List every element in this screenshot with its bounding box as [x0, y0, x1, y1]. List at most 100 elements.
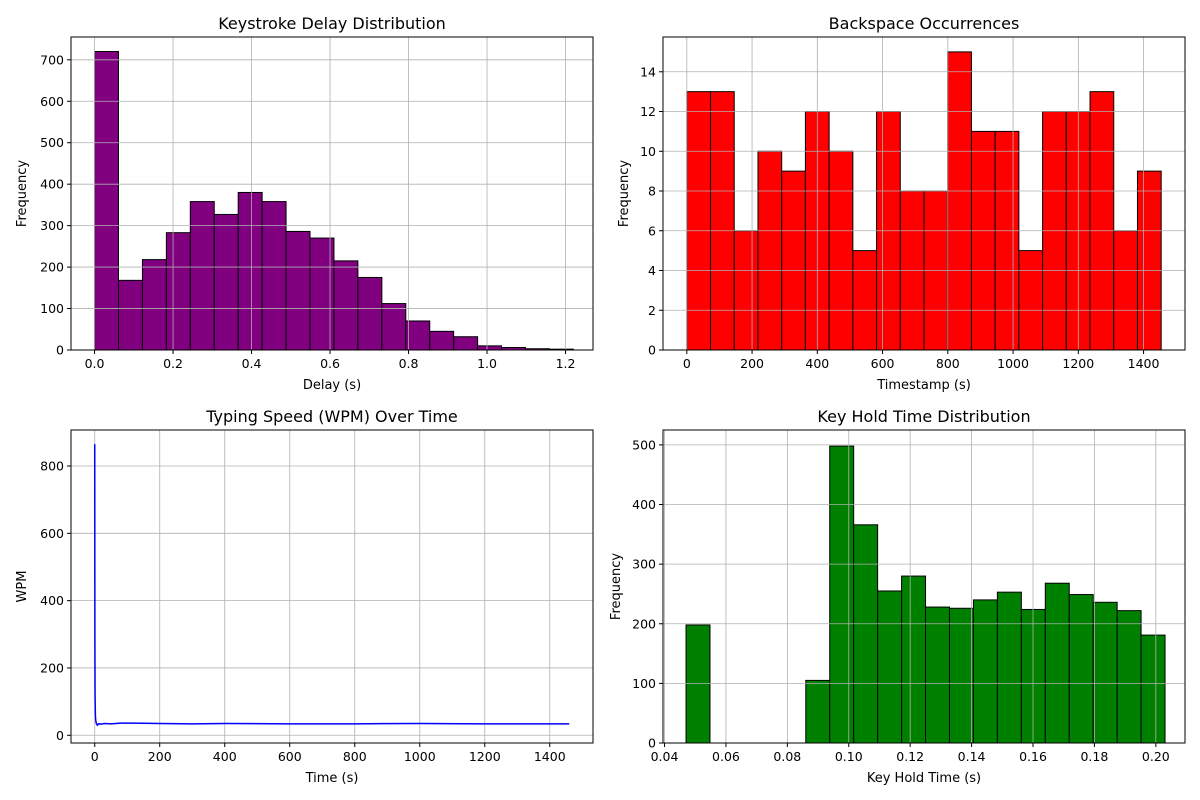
y-tick-label: 14	[640, 64, 656, 79]
x-tick-label: 0.12	[896, 749, 924, 764]
x-tick-label: 0.6	[320, 356, 340, 371]
x-tick-label: 0.20	[1142, 749, 1170, 764]
histogram-bar	[1068, 594, 1094, 744]
chart-title: Typing Speed (WPM) Over Time	[205, 407, 458, 426]
y-tick-label: 10	[640, 144, 656, 159]
y-tick-label: 0	[648, 343, 656, 358]
y-axis-label: Frequency	[609, 553, 624, 620]
y-tick-label: 2	[648, 303, 656, 318]
histogram-bar	[994, 130, 1020, 351]
x-tick-label: 1200	[1062, 356, 1094, 371]
x-tick-label: 0.8	[399, 356, 419, 371]
histogram-bar	[333, 260, 359, 351]
y-tick-label: 6	[648, 223, 656, 238]
histogram-bar	[877, 590, 903, 744]
histogram-bar	[686, 91, 712, 351]
x-tick-label: 0.0	[85, 356, 105, 371]
histogram-bar	[1136, 170, 1162, 351]
axes-frame	[70, 429, 594, 744]
histogram-bar	[948, 607, 974, 744]
y-tick-label: 600	[40, 526, 64, 541]
histogram-bar	[1044, 582, 1070, 744]
histogram-bar	[189, 201, 215, 351]
x-tick-label: 0.16	[1019, 749, 1047, 764]
histogram-bar	[1113, 230, 1138, 351]
histogram-bar	[947, 51, 972, 351]
histogram-bar	[405, 320, 431, 351]
histogram-bar	[853, 524, 879, 744]
x-tick-label: 400	[213, 749, 237, 764]
y-axis-label: Frequency	[617, 160, 632, 227]
keystroke-delay-chart: 0.0 0.2 0.4 0.6 0.8 1.0 1.2 0 100 200 300 400 500 600…	[15, 14, 594, 393]
histogram-bar	[429, 330, 455, 351]
y-tick-label: 700	[40, 52, 64, 67]
x-tick-label: 1.0	[477, 356, 497, 371]
y-axis-label: WPM	[15, 571, 30, 603]
y-axis-label: Frequency	[15, 160, 30, 227]
histogram-bar	[829, 445, 855, 744]
x-tick-label: 1000	[997, 356, 1029, 371]
histogram-bar	[1089, 91, 1115, 351]
axes-frame	[662, 36, 1186, 351]
x-tick-label: 0.08	[773, 749, 801, 764]
key-hold-time-chart: 0.04 0.06 0.08 0.10 0.12 0.14 0.16 0.18 0.20 0 100…	[609, 407, 1186, 786]
y-tick-label: 0	[56, 343, 64, 358]
y-tick-label: 12	[640, 104, 656, 119]
y-tick-label: 800	[40, 459, 64, 474]
y-tick-label: 8	[648, 184, 656, 199]
y-tick-label: 200	[40, 260, 64, 275]
x-tick-label: 0.06	[712, 749, 740, 764]
chart-title: Key Hold Time Distribution	[817, 407, 1030, 426]
backspace-occurrences-chart: 0 200 400 600 800 1000 1200 1400 0 2 4 6 8 10 12 14 Bac…	[617, 14, 1186, 393]
y-tick-label: 0	[56, 728, 64, 743]
x-axis-label: Key Hold Time (s)	[867, 771, 981, 786]
histogram-bar	[1116, 610, 1142, 744]
y-tick-label: 400	[40, 177, 64, 192]
x-tick-label: 1.2	[556, 356, 576, 371]
y-tick-label: 200	[632, 616, 656, 631]
x-tick-label: 0	[91, 749, 99, 764]
histogram-bar	[94, 51, 119, 351]
histogram-bar	[685, 624, 711, 744]
histogram-bar	[285, 230, 311, 351]
histogram-bar	[828, 150, 854, 351]
histogram-bar	[970, 130, 996, 351]
histogram-bar	[141, 259, 167, 351]
x-tick-label: 800	[936, 356, 960, 371]
x-axis-label: Time (s)	[305, 771, 359, 786]
axes-frame	[70, 36, 594, 351]
wpm-series-line	[93, 444, 570, 727]
histogram-bar	[996, 591, 1022, 744]
histogram-bar	[710, 91, 735, 351]
x-tick-label: 1200	[469, 749, 501, 764]
typing-speed-chart: 0 200 400 600 800 1000 1200 1400 0 200 400 600 800 T…	[15, 407, 594, 786]
chart-title: Backspace Occurrences	[829, 14, 1020, 33]
histogram-bar	[1018, 250, 1044, 351]
y-tick-label: 300	[40, 218, 64, 233]
x-tick-label: 200	[740, 356, 764, 371]
x-axis-label: Timestamp (s)	[876, 378, 971, 393]
histogram-bar	[165, 232, 191, 351]
y-tick-label: 400	[40, 593, 64, 608]
x-tick-label: 400	[805, 356, 829, 371]
histogram-bar	[972, 599, 998, 744]
histogram-bar	[757, 150, 783, 351]
x-tick-label: 600	[871, 356, 895, 371]
x-tick-label: 800	[343, 749, 367, 764]
histogram-bar	[357, 276, 383, 351]
histogram-bar	[117, 279, 143, 351]
histogram-bar	[213, 213, 239, 351]
histogram-bar	[925, 606, 950, 744]
y-tick-label: 400	[632, 497, 656, 512]
y-tick-label: 300	[632, 557, 656, 572]
histogram-bar	[805, 679, 831, 744]
y-tick-label: 600	[40, 94, 64, 109]
x-tick-label: 1000	[404, 749, 436, 764]
histogram-bar	[477, 345, 503, 351]
histogram-bar	[261, 201, 287, 351]
histogram-bar	[733, 230, 759, 351]
histogram-bar	[852, 250, 878, 351]
y-tick-label: 4	[648, 263, 656, 278]
x-tick-label: 0.18	[1080, 749, 1108, 764]
